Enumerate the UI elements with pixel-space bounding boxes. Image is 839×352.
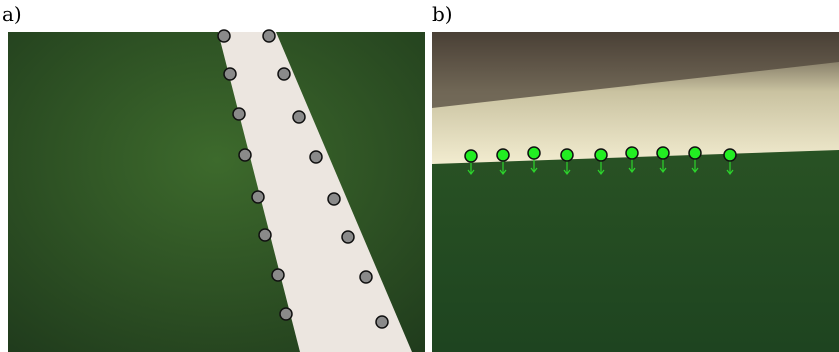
panel-label: b): [432, 2, 453, 26]
photo-a: [8, 29, 425, 352]
photo-b: [432, 32, 839, 352]
panel-label: a): [2, 2, 22, 26]
